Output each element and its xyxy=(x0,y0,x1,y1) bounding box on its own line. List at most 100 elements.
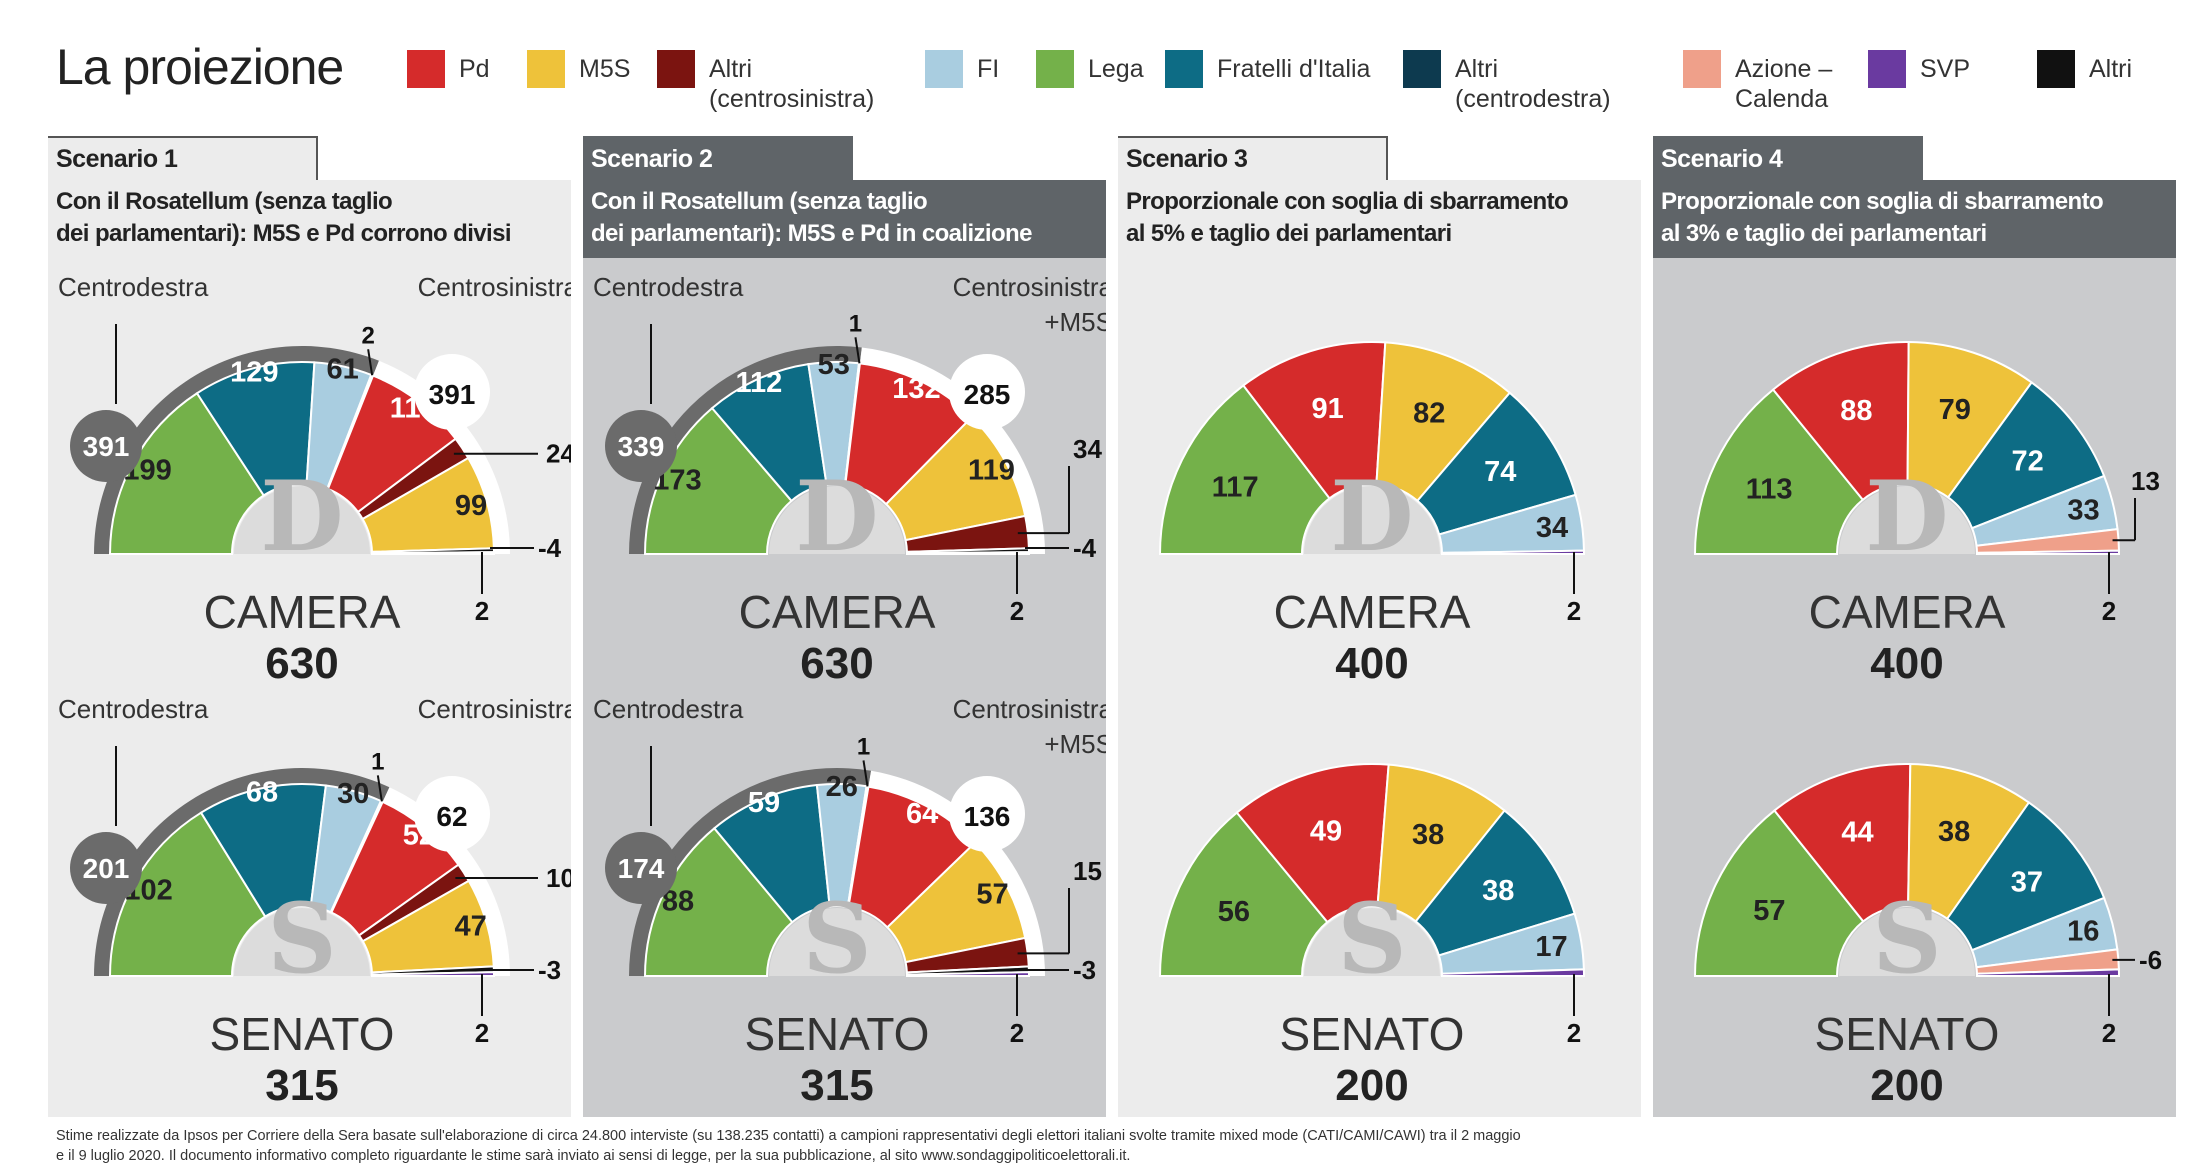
slice-value-label: 91 xyxy=(1312,393,1344,425)
callout-label: 2 xyxy=(1010,596,1024,626)
chamber-total: 400 xyxy=(1870,639,1943,688)
chamber-emblem xyxy=(769,486,905,554)
scenario-subtitle: Con il Rosatellum (senza taglio dei parla… xyxy=(583,180,1106,258)
callout-label: -3 xyxy=(1073,955,1096,985)
callout-label: 15 xyxy=(1073,856,1102,886)
slice-svp xyxy=(1975,549,2121,555)
callout-label: -3 xyxy=(538,955,561,985)
legend-label: Azione – Calenda xyxy=(1735,55,1833,113)
chamber-emblem-letter: D xyxy=(1865,460,1948,573)
scenario-tab: Scenario 4 xyxy=(1653,136,1923,180)
scenario-subtitle: Con il Rosatellum (senza taglio dei parla… xyxy=(48,180,571,258)
chamber-title: CAMERA xyxy=(204,586,401,638)
slice-svp xyxy=(1975,968,2121,977)
callout-label: 24 xyxy=(546,439,571,469)
slice-value-label: 38 xyxy=(1412,819,1444,851)
chamber-total: 200 xyxy=(1870,1061,1943,1110)
chamber-emblem xyxy=(1304,908,1440,976)
legend-label: FI xyxy=(977,55,1000,83)
legend-swatch xyxy=(657,50,695,88)
chamber-emblem xyxy=(769,908,905,976)
scenario-tab: Scenario 2 xyxy=(583,136,853,180)
leader-line xyxy=(862,760,869,787)
coalition-total-badge xyxy=(70,832,142,904)
chamber-total: 315 xyxy=(800,1061,873,1110)
chamber-emblem-letter: S xyxy=(1872,882,1941,995)
legend-label: SVP xyxy=(1920,55,1971,83)
scenario-tab: Scenario 1 xyxy=(48,136,318,180)
slice-value-label: 119 xyxy=(968,454,1015,486)
slice-pd xyxy=(1235,763,1390,924)
coalition-total-right: 285 xyxy=(964,379,1011,410)
coalition-total-left: 201 xyxy=(83,853,130,884)
slice-lega xyxy=(643,826,794,977)
callout-label: 1 xyxy=(371,748,384,775)
scenario-1-panel: Scenario 1 Con il Rosatellum (senza tagl… xyxy=(48,136,571,1117)
scenario-tab: Scenario 3 xyxy=(1118,136,1388,180)
callout-label: 2 xyxy=(1010,1018,1024,1048)
slice-fratelli-d-italia xyxy=(1414,809,1576,957)
coalition-label-left: Centrodestra xyxy=(58,694,209,724)
legend-swatch xyxy=(1403,50,1441,88)
slice-svp xyxy=(370,551,496,555)
legend-swatch xyxy=(527,50,565,88)
coalition-label-left: Centrodestra xyxy=(593,272,744,302)
callout-label: 34 xyxy=(1073,434,1102,464)
chamber-total: 200 xyxy=(1335,1061,1408,1110)
coalition-total-badge xyxy=(414,354,490,430)
callout-label: -4 xyxy=(538,533,562,563)
slice-value-label: 49 xyxy=(1310,815,1342,847)
legend-swatch xyxy=(1036,50,1074,88)
slice-value-label: 113 xyxy=(1746,473,1793,505)
slice-value-label: 79 xyxy=(1939,394,1971,426)
callout-label: 1 xyxy=(857,733,870,760)
slice-value-label: 16 xyxy=(2067,916,2099,948)
leader-line xyxy=(854,337,861,364)
coalition-total-badge xyxy=(949,354,1025,430)
slice-value-label: 38 xyxy=(1482,875,1514,907)
callout-label: -4 xyxy=(1073,533,1097,563)
slice-pd xyxy=(1773,763,1912,923)
slice-value-label: 37 xyxy=(2011,867,2043,899)
legend-swatch xyxy=(1683,50,1721,88)
coalition-total-badge xyxy=(414,776,490,852)
slice-value-label: 132 xyxy=(892,373,940,405)
callout-label: -6 xyxy=(2139,945,2162,975)
slice-value-label: 44 xyxy=(1841,817,1873,849)
coalition-total-left: 339 xyxy=(618,431,665,462)
callout-label: 2 xyxy=(475,1018,489,1048)
scenario-2-charts: D17311253132119339Centrodestra285Centros… xyxy=(593,272,1106,1110)
chamber-emblem-letter: S xyxy=(267,882,336,995)
coalition-total-right: 391 xyxy=(429,379,476,410)
slice-m-s xyxy=(1907,763,2031,921)
footer-note: Stime realizzate da Ipsos per Corriere d… xyxy=(56,1128,1521,1164)
slice-value-label: 38 xyxy=(1938,816,1970,848)
slice-value-label: 74 xyxy=(1484,456,1516,488)
chamber-total: 630 xyxy=(800,639,873,688)
callout-label: 2 xyxy=(2102,1018,2116,1048)
legend-swatch xyxy=(1868,50,1906,88)
slice-value-label: 61 xyxy=(327,353,359,385)
coalition-label-right: Centrosinistra xyxy=(418,694,571,724)
scenario-subtitle: Proporzionale con soglia di sbarramento a… xyxy=(1653,180,2176,258)
callout-label: 1 xyxy=(849,310,862,337)
chamber-title: CAMERA xyxy=(739,586,936,638)
leader-line xyxy=(367,349,374,376)
coalition-label-right: Centrosinistra xyxy=(953,694,1106,724)
slice-m-s xyxy=(1376,763,1506,923)
slice-svp xyxy=(905,551,1031,555)
slice-value-label: 56 xyxy=(1218,896,1250,928)
slice-lega xyxy=(108,811,267,977)
chamber-emblem-letter: D xyxy=(795,460,878,573)
slice-svp xyxy=(1440,549,1586,555)
chamber-title: CAMERA xyxy=(1809,586,2006,638)
chamber-title: SENATO xyxy=(210,1008,395,1060)
coalition-label-left: Centrodestra xyxy=(593,694,744,724)
callout-label: 2 xyxy=(361,322,374,349)
slice-m-s xyxy=(1375,341,1512,503)
